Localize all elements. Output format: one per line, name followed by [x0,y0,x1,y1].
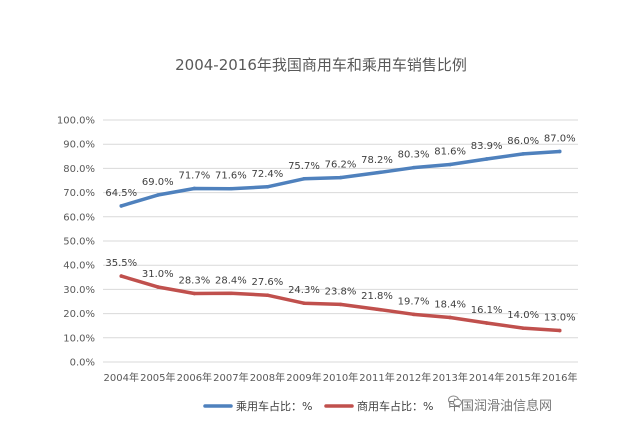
data-label: 69.0% [142,177,174,188]
data-point [192,291,197,296]
data-point [338,302,343,307]
data-point [302,301,306,305]
y-tick-label: 80.0% [63,164,95,175]
y-tick-label: 100.0% [57,116,95,127]
data-label: 86.0% [507,136,539,147]
data-label: 24.3% [288,285,320,296]
data-point [411,312,416,317]
data-label: 14.0% [507,310,539,321]
y-axis-ticks: 0.0% 10.0% 20.0% 30.0% 40.0% 50.0% 60.0% 70.0% 8… [57,116,95,369]
data-label: 71.6% [215,171,247,182]
data-point [302,177,306,181]
y-tick-label: 40.0% [63,261,95,272]
data-label: 81.6% [434,147,466,158]
y-tick-label: 60.0% [63,212,95,223]
y-tick-label: 0.0% [70,358,95,369]
data-point [338,175,343,180]
x-tick-label: 2010年 [323,371,358,384]
data-label: 78.2% [361,155,393,166]
watermark: 中国润滑油信息网 [448,395,552,414]
data-point [557,328,562,333]
data-point [156,285,160,289]
data-point [265,293,270,298]
legend-label: 商用车占比：% [357,399,433,413]
x-tick-label: 2015年 [505,371,540,384]
data-label: 23.8% [325,286,357,297]
x-tick-label: 2014年 [469,371,504,384]
data-point [411,165,416,170]
data-label: 72.4% [252,169,284,180]
data-point [375,307,379,312]
y-tick-label: 90.0% [63,140,95,151]
data-label: 28.3% [178,276,210,287]
data-point [119,204,124,208]
y-tick-label: 20.0% [63,309,95,320]
data-label: 27.6% [252,277,284,288]
y-tick-label: 30.0% [63,285,95,296]
data-label: 21.8% [361,291,393,302]
data-label: 19.7% [398,296,430,307]
x-tick-label: 2016年 [542,371,577,384]
data-label: 71.7% [178,170,210,181]
series-layer [119,149,562,333]
data-point [229,186,233,191]
data-point [229,291,233,296]
data-point [521,326,525,330]
x-tick-label: 2004年 [104,371,139,384]
data-point [119,274,124,278]
data-label: 28.4% [215,275,247,286]
y-tick-label: 10.0% [63,333,95,344]
x-tick-label: 2007年 [213,371,248,384]
data-point [521,152,525,156]
data-label: 18.4% [434,299,466,310]
data-label: 16.1% [471,305,503,316]
x-tick-label: 2009年 [286,371,321,384]
chart-title: 2004-2016年我国商用车和乘用车销售比例 [175,56,467,74]
legend: 乘用车占比：% 商用车占比：% [203,399,433,413]
data-point [156,193,160,197]
grid-layer [103,119,578,363]
x-axis-ticks: 2004年 2005年 2006年 2007年 2008年 2009年 2010年 2011年… [104,371,578,384]
data-label: 76.2% [325,160,357,171]
data-point [557,149,562,154]
data-label: 31.0% [142,269,174,280]
x-tick-label: 2011年 [359,371,394,384]
data-label: 13.0% [544,313,576,324]
x-tick-label: 2012年 [396,371,431,384]
data-point [484,157,489,161]
data-point [375,170,379,175]
y-tick-label: 50.0% [63,237,95,248]
x-tick-label: 2005年 [140,371,175,384]
wechat-icon [448,395,462,407]
data-point [484,321,489,325]
data-point [448,315,452,320]
data-point [448,162,452,167]
watermark-text: 中国润滑油信息网 [448,399,553,414]
x-tick-label: 2008年 [250,371,285,384]
data-label: 87.0% [544,133,576,144]
data-label: 83.9% [471,141,503,152]
data-label: 75.7% [288,161,320,172]
data-label: 80.3% [398,150,430,161]
data-point [192,186,197,191]
data-labels: 64.5% 69.0% 71.7% 71.6% 72.4% 75.7% 76.2% 78.2%… [105,133,575,323]
data-label: 64.5% [105,188,137,199]
legend-label: 乘用车占比：% [236,399,312,413]
data-label: 35.5% [105,258,137,269]
y-tick-label: 70.0% [63,188,95,199]
data-point [265,184,270,189]
x-tick-label: 2006年 [177,371,212,384]
x-tick-label: 2013年 [432,371,467,384]
